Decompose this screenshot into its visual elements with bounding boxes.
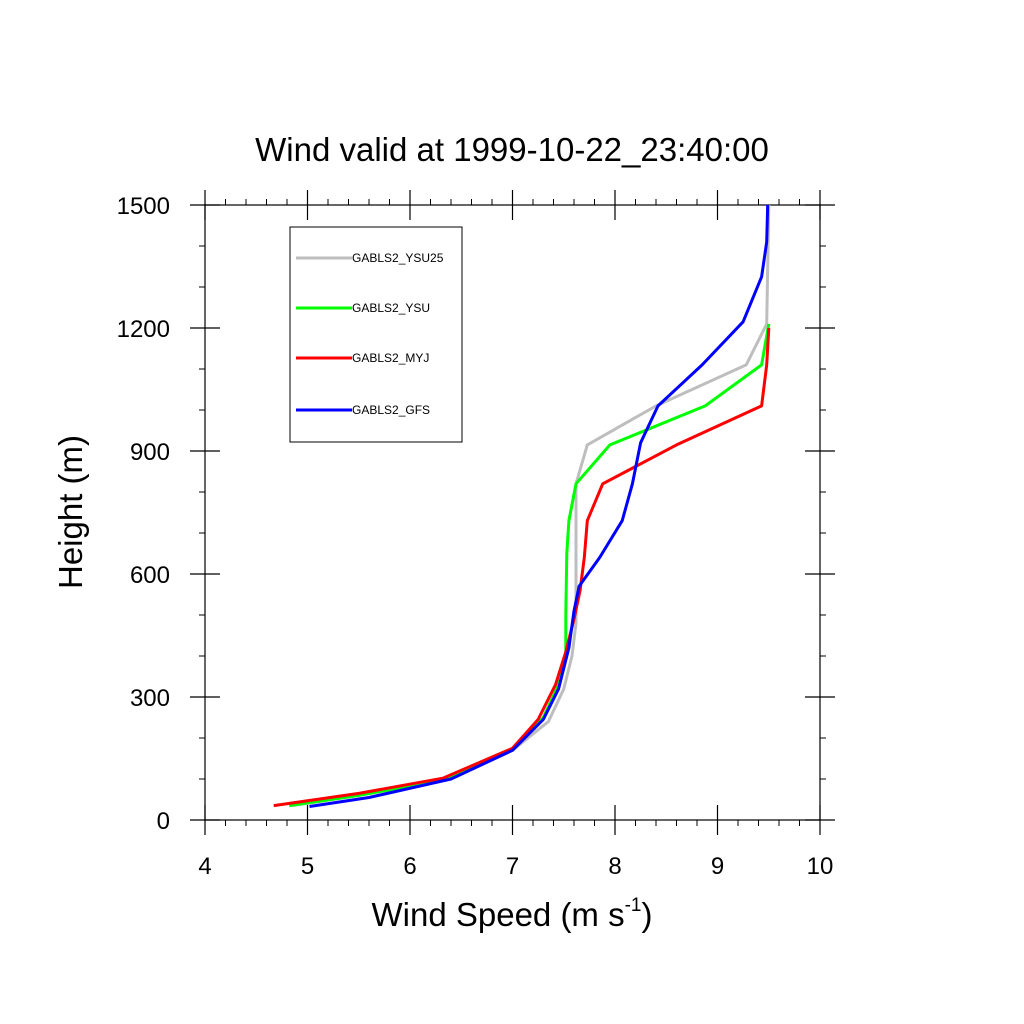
legend-label: GABLS2_YSU25 [352, 251, 444, 265]
chart-title: Wind valid at 1999-10-22_23:40:00 [255, 131, 769, 168]
y-tick-label: 300 [130, 685, 170, 712]
y-tick-label: 0 [157, 808, 170, 835]
y-tick-labels: 0 300 600 900 1200 1500 [117, 193, 170, 835]
x-tick-label: 7 [506, 853, 519, 880]
y-tick-label: 1200 [117, 316, 170, 343]
plot-frame [204, 204, 821, 821]
x-axis-label-exponent: -1 [625, 895, 642, 916]
legend-items: GABLS2_YSU25 GABLS2_YSU GABLS2_MYJ GABLS2_G… [296, 251, 444, 417]
legend-label: GABLS2_GFS [352, 403, 430, 417]
x-tick-label: 4 [198, 853, 211, 880]
y-tick-label: 600 [130, 562, 170, 589]
x-tick-label: 6 [403, 853, 416, 880]
x-tick-label: 10 [807, 853, 834, 880]
series-line-gabls2_myj [273, 327, 771, 808]
x-tick-labels: 4 5 6 7 8 9 10 [198, 853, 833, 880]
legend: GABLS2_YSU25 GABLS2_YSU GABLS2_MYJ GABLS2_G… [289, 226, 463, 443]
y-axis-label: Height (m) [52, 435, 89, 589]
x-tick-label: 9 [711, 853, 724, 880]
x-tick-label: 5 [301, 853, 314, 880]
legend-label: GABLS2_MYJ [352, 351, 429, 365]
y-tick-label: 1500 [117, 193, 170, 220]
x-axis-label-main: Wind Speed (m s [372, 896, 625, 933]
y-tick-label: 900 [130, 439, 170, 466]
series-lines [273, 204, 771, 808]
x-axis-label-close: ) [642, 896, 653, 933]
x-axis-label: Wind Speed (m s-1) [372, 895, 653, 933]
legend-box [289, 226, 463, 443]
legend-label: GABLS2_YSU [352, 301, 430, 315]
x-tick-label: 8 [608, 853, 621, 880]
series-line-gabls2_gfs [309, 204, 770, 808]
